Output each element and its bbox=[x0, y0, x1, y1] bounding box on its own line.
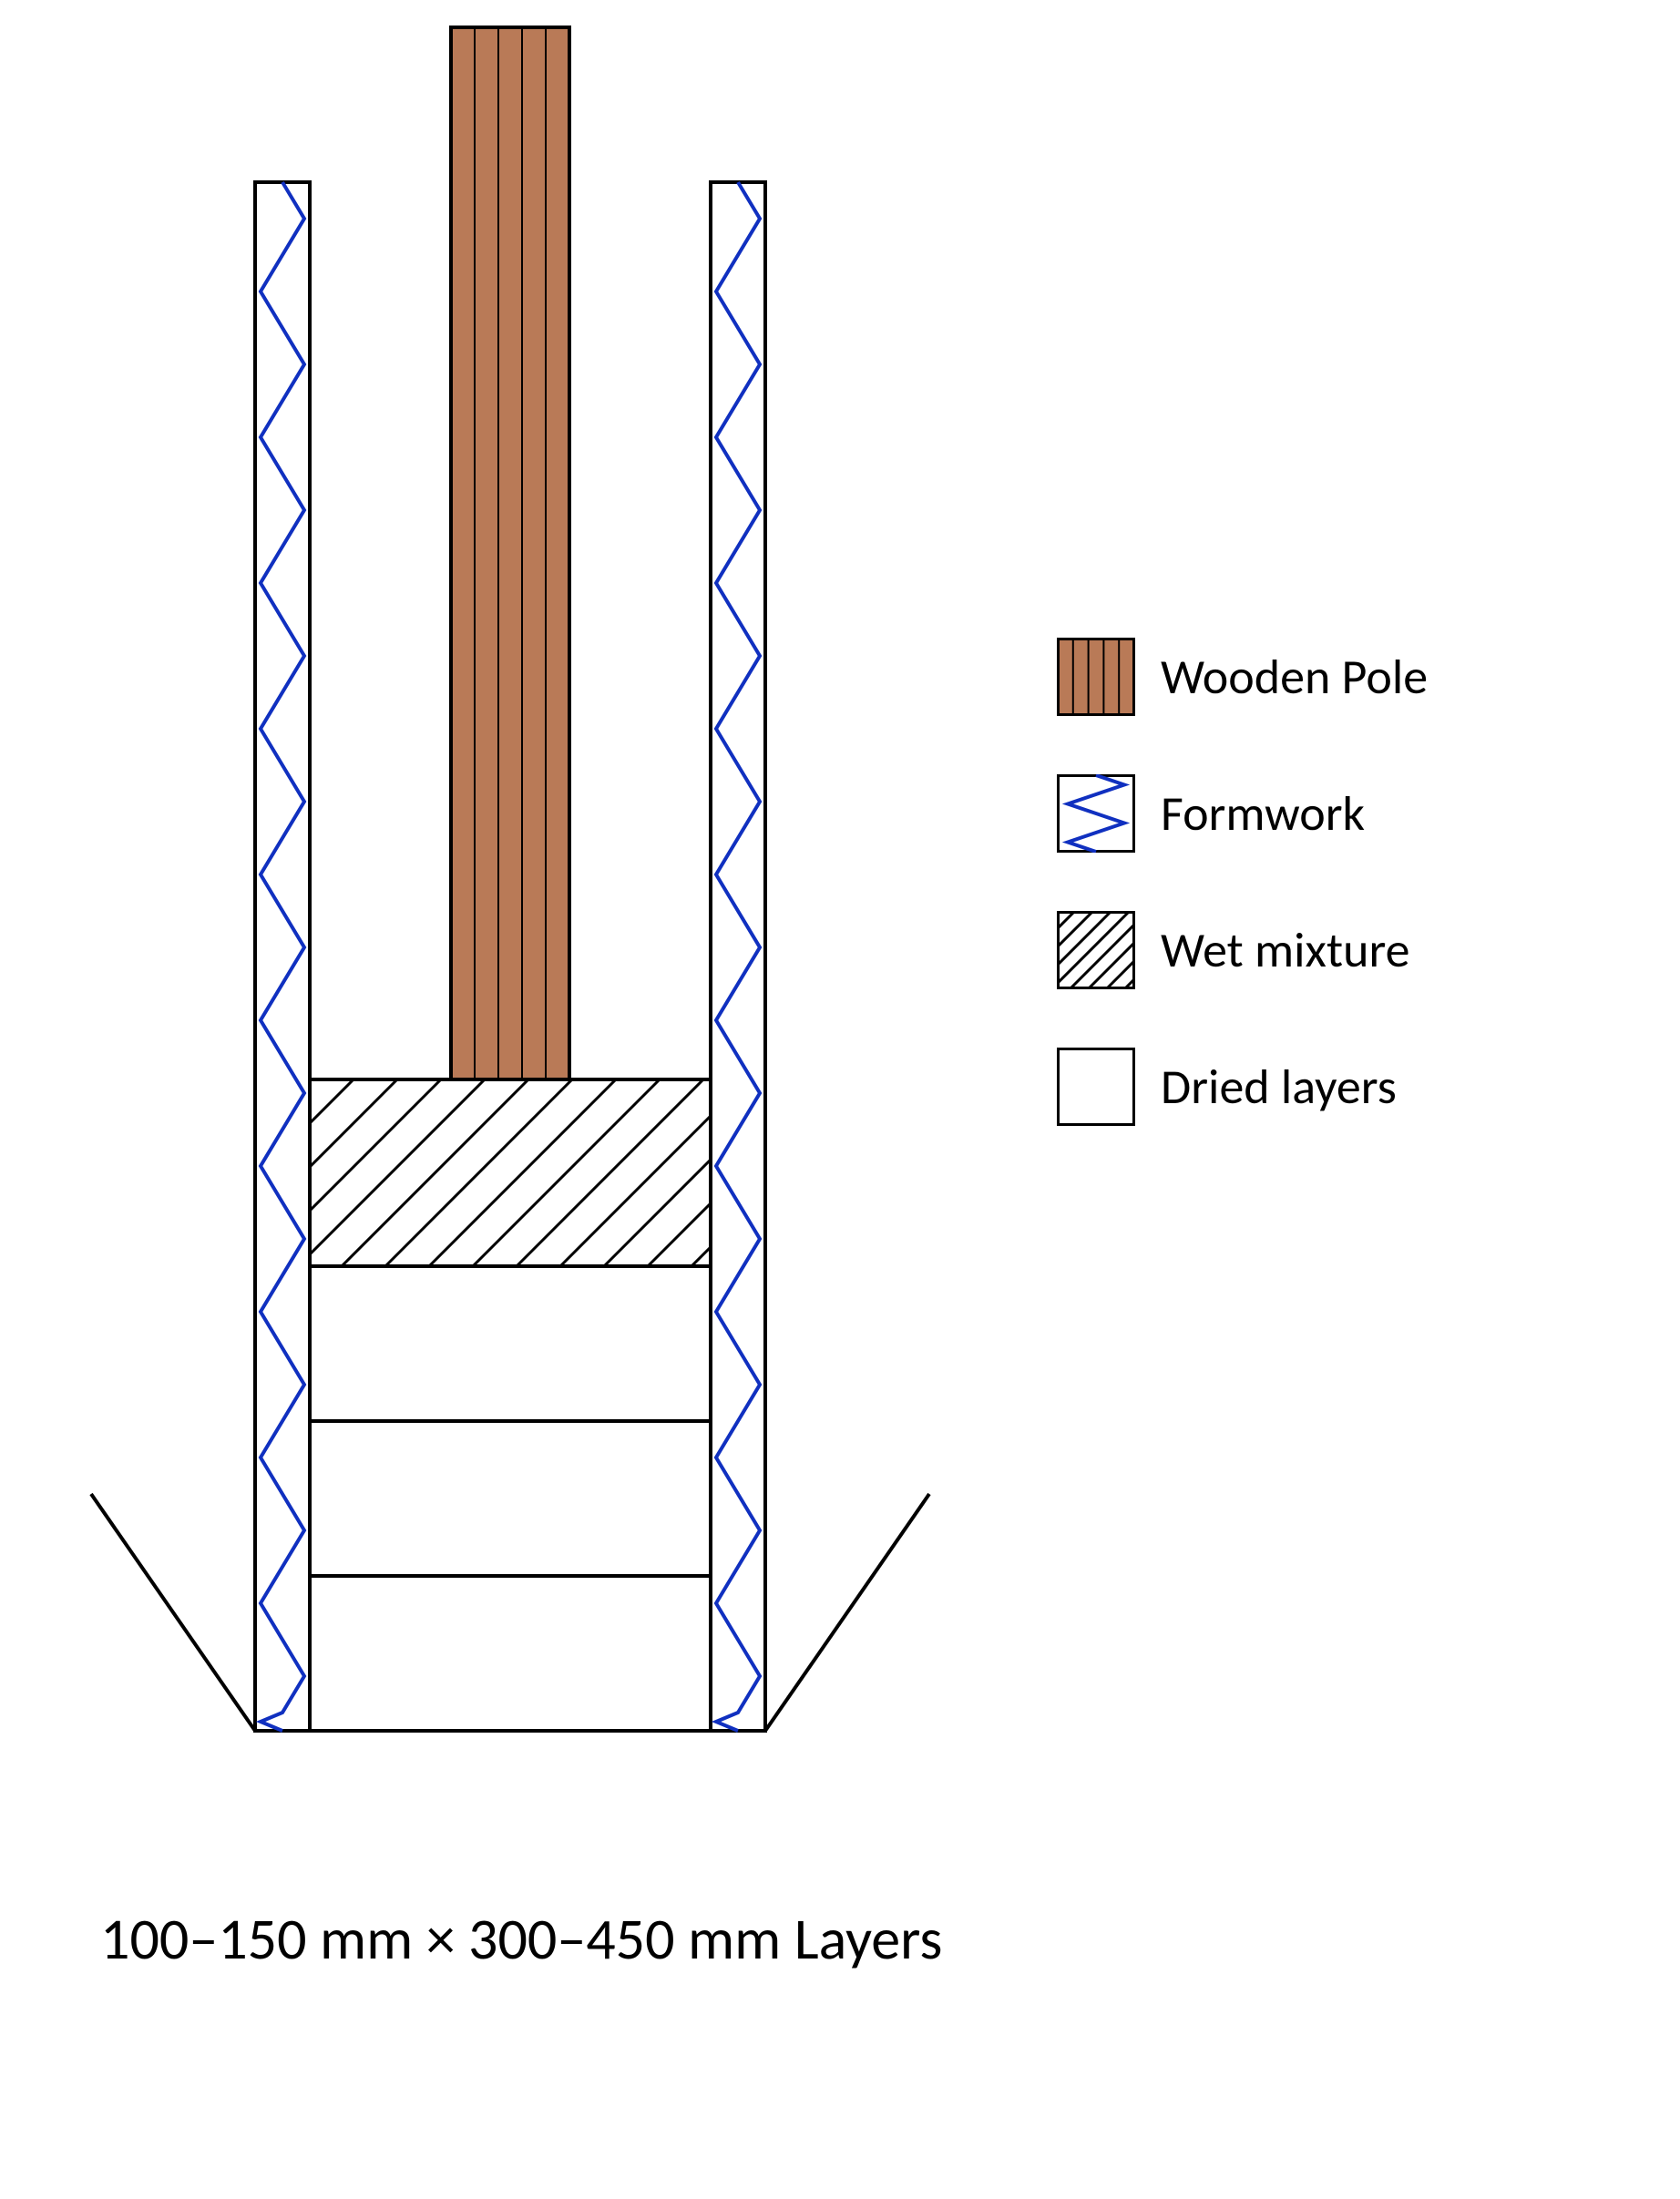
legend-swatch-wet bbox=[1057, 911, 1135, 989]
legend-swatch-dried bbox=[1057, 1048, 1135, 1126]
page-root: Wooden Pole Formwork Wet mixture Dried laye… bbox=[0, 0, 1680, 2199]
legend-label-dried: Dried layers bbox=[1161, 1057, 1397, 1117]
formwork-right bbox=[711, 182, 765, 1731]
legend-row-wet: Wet mixture bbox=[1057, 911, 1409, 989]
legend-label-wet: Wet mixture bbox=[1161, 920, 1409, 980]
formwork-left bbox=[255, 182, 310, 1731]
caption-text: 100–150 mm × 300–450 mm Layers bbox=[100, 1904, 942, 1975]
ground-lines bbox=[91, 1494, 929, 1731]
legend-row-pole: Wooden Pole bbox=[1057, 638, 1428, 716]
legend-row-formwork: Formwork bbox=[1057, 774, 1365, 853]
wooden-pole bbox=[451, 27, 569, 1079]
legend-swatch-pole bbox=[1057, 638, 1135, 716]
legend-swatch-formwork bbox=[1057, 774, 1135, 853]
legend-label-pole: Wooden Pole bbox=[1161, 647, 1428, 707]
legend-row-dried: Dried layers bbox=[1057, 1048, 1397, 1126]
legend-label-formwork: Formwork bbox=[1161, 783, 1365, 844]
diagram-svg bbox=[0, 0, 1002, 1785]
